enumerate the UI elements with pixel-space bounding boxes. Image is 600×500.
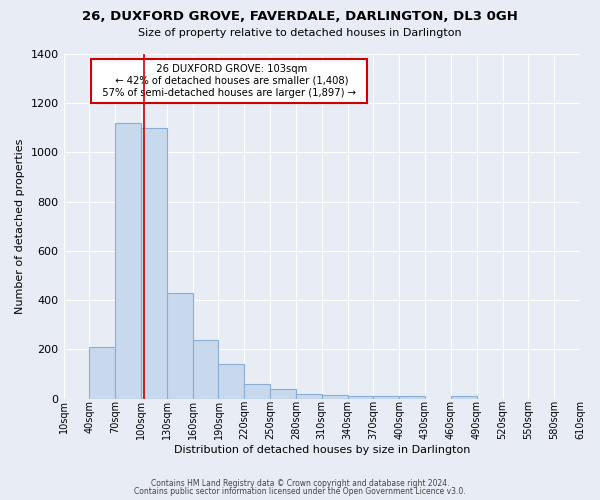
Bar: [193, 340, 218, 398]
Bar: [347, 396, 373, 398]
Text: Contains public sector information licensed under the Open Government Licence v3: Contains public sector information licen…: [134, 487, 466, 496]
Bar: [244, 384, 270, 398]
Bar: [218, 364, 244, 398]
Text: Size of property relative to detached houses in Darlington: Size of property relative to detached ho…: [138, 28, 462, 38]
Text: 26 DUXFORD GROVE: 103sqm
  ← 42% of detached houses are smaller (1,408)
  57% of: 26 DUXFORD GROVE: 103sqm ← 42% of detach…: [95, 64, 362, 98]
Bar: [373, 396, 399, 398]
Bar: [167, 293, 193, 399]
Bar: [115, 123, 141, 398]
Text: 26, DUXFORD GROVE, FAVERDALE, DARLINGTON, DL3 0GH: 26, DUXFORD GROVE, FAVERDALE, DARLINGTON…: [82, 10, 518, 23]
X-axis label: Distribution of detached houses by size in Darlington: Distribution of detached houses by size …: [173, 445, 470, 455]
Bar: [399, 396, 425, 398]
Y-axis label: Number of detached properties: Number of detached properties: [15, 138, 25, 314]
Bar: [141, 128, 167, 398]
Bar: [89, 347, 115, 399]
Bar: [296, 394, 322, 398]
Bar: [322, 395, 347, 398]
Bar: [270, 389, 296, 398]
Text: Contains HM Land Registry data © Crown copyright and database right 2024.: Contains HM Land Registry data © Crown c…: [151, 478, 449, 488]
Bar: [451, 396, 477, 398]
